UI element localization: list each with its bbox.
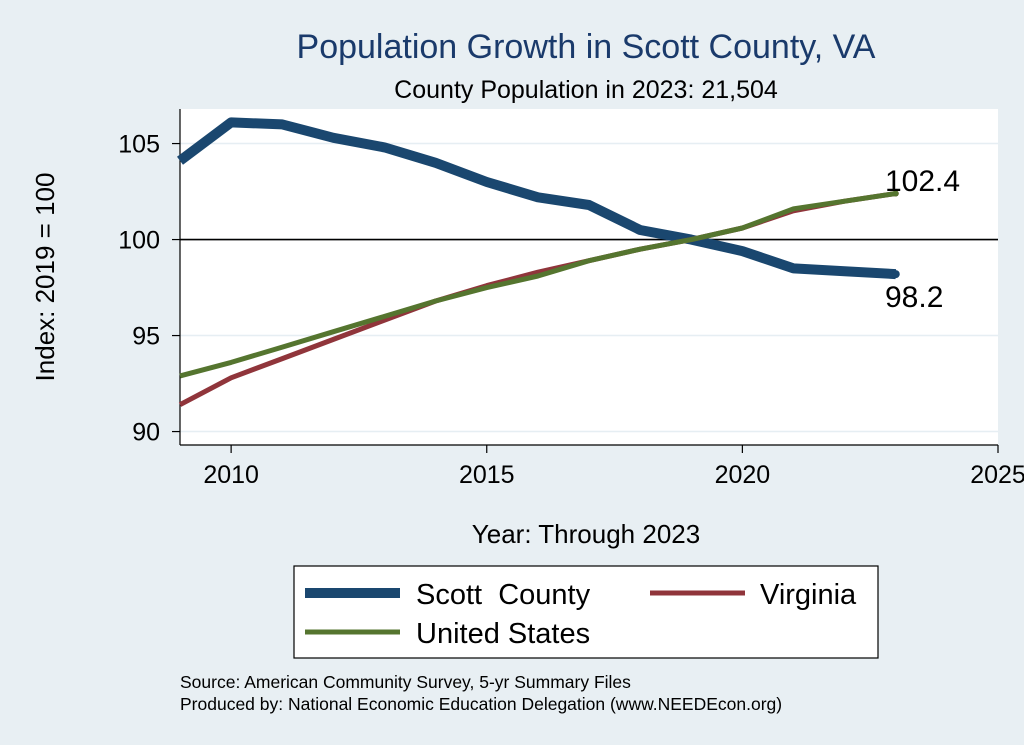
y-tick-label-95: 95: [132, 323, 160, 351]
series-endpoint-united-states: [892, 190, 899, 197]
chart-title: Population Growth in Scott County, VA: [297, 28, 876, 66]
y-tick-label-100: 100: [118, 227, 160, 255]
y-tick-label-105: 105: [118, 131, 160, 159]
legend-label-virginia: Virginia: [760, 579, 857, 611]
x-tick-label-2020: 2020: [715, 461, 771, 489]
x-tick-label-2015: 2015: [459, 461, 515, 489]
y-tick-label-90: 90: [132, 419, 160, 447]
chart-subtitle: County Population in 2023: 21,504: [394, 76, 778, 104]
series-line-scott-county: [176, 117, 897, 280]
legend-box: [293, 565, 879, 659]
legend-label-united-states: United States: [416, 618, 590, 650]
x-axis-label: Year: Through 2023: [472, 519, 700, 549]
scott-county-end-label: 98.2: [885, 281, 943, 314]
series-endpoint-scott-county: [891, 270, 900, 279]
virginia-end-label: 102.4: [885, 165, 960, 198]
x-axis: 2010 2015 2020 2025: [180, 444, 1024, 489]
x-tick-label-2010: 2010: [203, 461, 259, 489]
series-line-united-states: [179, 191, 897, 379]
produced-by-note: Produced by: National Economic Education…: [180, 694, 782, 714]
legend: Scott County Virginia United States: [293, 565, 879, 659]
legend-label-scott-county: Scott County: [416, 579, 591, 611]
y-axis: 90 95 100 105: [118, 109, 181, 447]
y-axis-label: Index: 2019 = 100: [30, 173, 60, 382]
x-tick-label-2025: 2025: [970, 461, 1024, 489]
series-lines: [176, 117, 900, 407]
source-note: Source: American Community Survey, 5-yr …: [180, 672, 631, 692]
